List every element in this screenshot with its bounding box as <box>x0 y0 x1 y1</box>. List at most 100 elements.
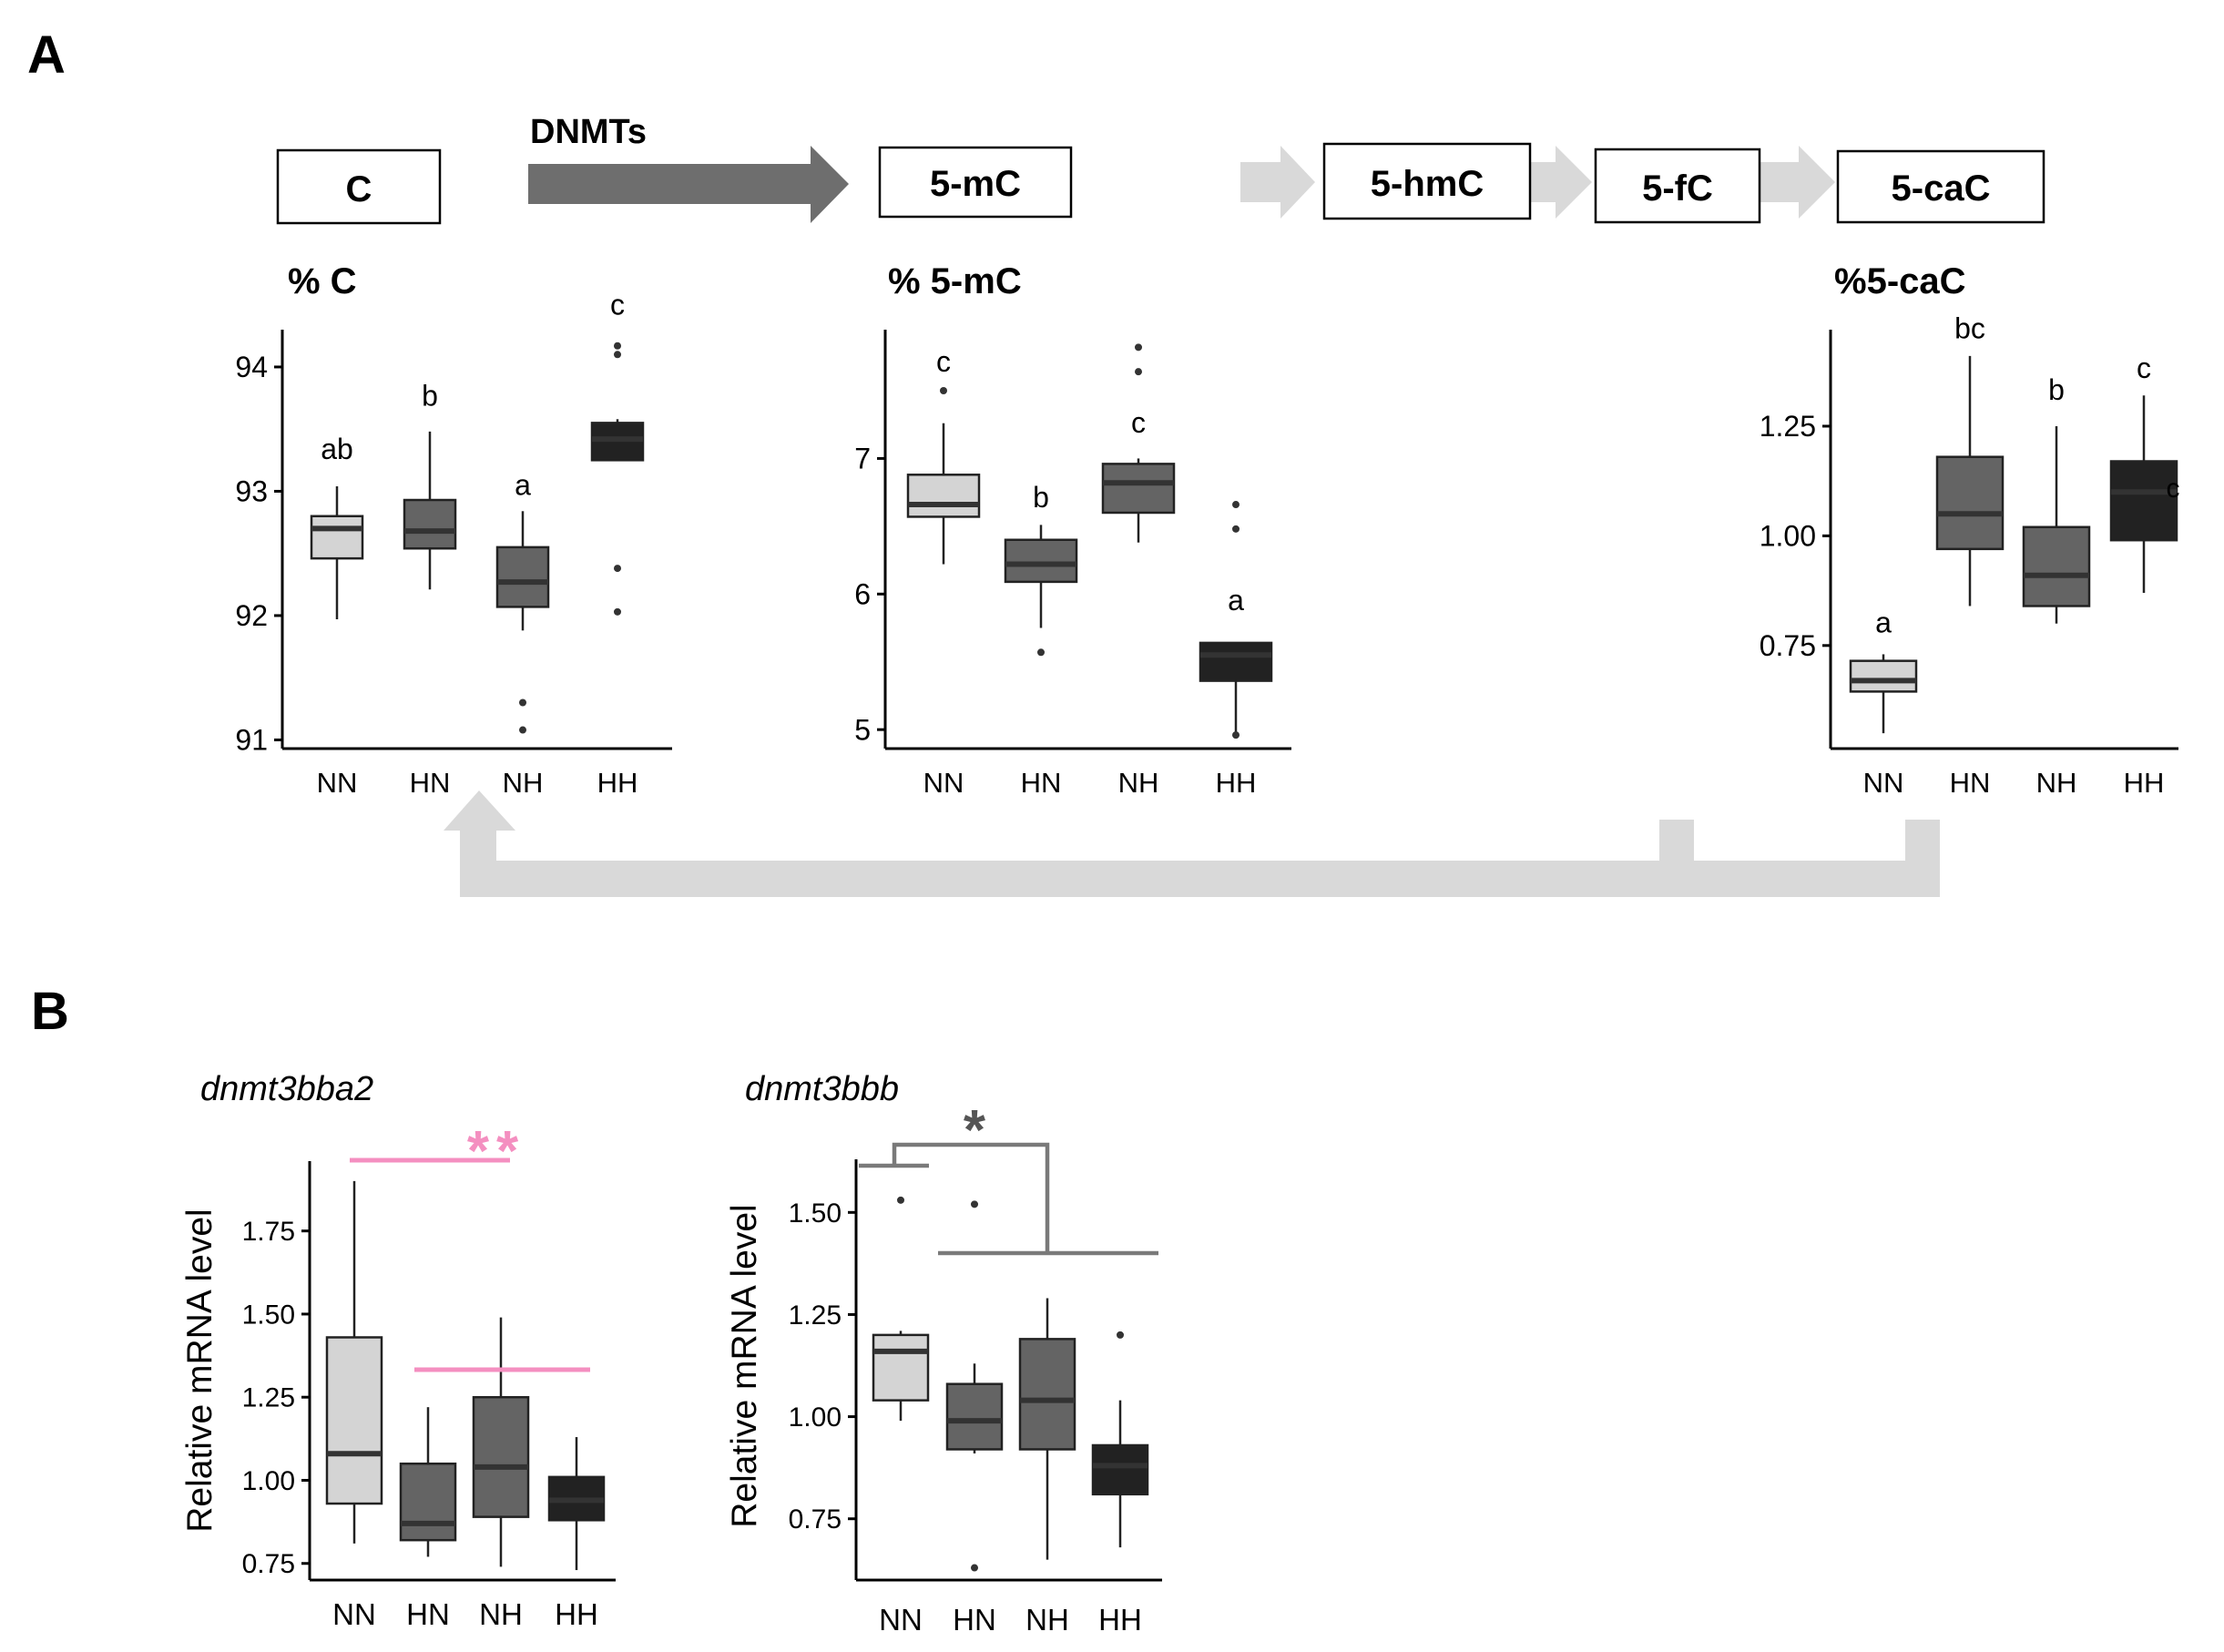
box-hh <box>1091 1443 1149 1496</box>
box-nn <box>325 1336 383 1505</box>
node-box-5mc <box>878 146 1073 219</box>
y-tick-label: 94 <box>235 351 268 383</box>
x-tick-label: HN <box>953 1603 996 1637</box>
chart-pct-c: % C 91 92 93 94 NN HN NH HH ab b a c <box>235 261 672 799</box>
significance-letter: ab <box>321 433 353 465</box>
y-tick-label: 1.00 <box>789 1402 842 1433</box>
box-nn <box>310 515 364 560</box>
dnmt-label: DNMTs <box>530 113 647 151</box>
y-tick-label: 0.75 <box>789 1504 842 1535</box>
x-tick-label: HH <box>1098 1603 1142 1637</box>
box-hh <box>1199 641 1273 682</box>
outlier-point <box>897 1196 904 1204</box>
x-tick-label: HH <box>1216 767 1257 799</box>
chart-title: dnmt3bba2 <box>200 1070 373 1108</box>
dnmt-arrow <box>528 146 849 223</box>
box-nh <box>472 1395 530 1518</box>
significance-letter: c <box>1131 406 1146 439</box>
y-tick-label: 1.50 <box>242 1300 295 1330</box>
x-tick-label: HH <box>2124 767 2165 799</box>
y-tick-label: 91 <box>235 724 268 757</box>
outlier-point <box>519 699 526 707</box>
oxidation-arrow-1 <box>1240 146 1315 219</box>
outlier-point <box>614 565 621 573</box>
significance-letter: c <box>2137 352 2151 384</box>
outlier-point <box>1232 731 1240 739</box>
y-tick-label: 1.75 <box>242 1217 295 1247</box>
y-axis-label: Relative mRNA level <box>725 1204 764 1527</box>
significance-letter: c <box>610 289 625 321</box>
significance-letter: c <box>936 345 951 378</box>
x-tick-label: NH <box>2036 767 2077 799</box>
outlier-point <box>1232 501 1240 509</box>
x-tick-label: HH <box>555 1597 598 1631</box>
significance-letter: a <box>1228 584 1244 617</box>
x-tick-label: HN <box>410 767 451 799</box>
node-label-5mc: 5-mC <box>930 164 1021 204</box>
y-tick-label: 1.00 <box>1760 520 1816 553</box>
box-nn <box>906 474 981 518</box>
sig-label-pink: ** <box>467 1120 525 1183</box>
node-box-5hmc <box>1322 142 1532 220</box>
x-tick-label: NH <box>479 1597 523 1631</box>
node-label-5fc: 5-fC <box>1642 168 1713 209</box>
significance-letter: a <box>515 469 531 502</box>
sig-bracket-main <box>892 1142 1050 1253</box>
chart-pct-5mc: % 5-mC 5 6 7 NN HN NH HH c b c a <box>854 261 1291 799</box>
significance-letter: b <box>2048 373 2065 406</box>
node-label-c: C <box>346 169 372 209</box>
node-box-c <box>276 148 442 225</box>
y-tick-label: 1.00 <box>242 1466 295 1496</box>
y-tick-label: 0.75 <box>242 1549 295 1579</box>
box-hn <box>399 1462 457 1542</box>
return-arrow <box>444 790 1940 897</box>
x-tick-label: NH <box>1025 1603 1069 1637</box>
outlier-point <box>1135 368 1142 376</box>
chart-dnmt3bbb: dnmt3bbb Relative mRNA level 0.75 1.00 1.25 1… <box>725 1070 1162 1637</box>
significance-letter: b <box>422 379 438 412</box>
outlier-point <box>1232 525 1240 533</box>
x-tick-label: NN <box>923 767 964 799</box>
sig-annotation-dnmt3bba2: ** <box>350 1120 590 1372</box>
outlier-point <box>1135 343 1142 352</box>
y-tick-label: 92 <box>235 599 268 632</box>
oxidation-arrow-2 <box>1523 146 1592 219</box>
sig-label-gray: * <box>964 1099 986 1162</box>
outlier-point <box>940 386 947 394</box>
chart-title: % C <box>288 261 357 301</box>
x-tick-label: NH <box>1118 767 1159 799</box>
node-box-5fc <box>1594 148 1761 224</box>
y-tick-label: 1.25 <box>789 1300 842 1331</box>
x-tick-label: HN <box>406 1597 450 1631</box>
outlier-point <box>971 1200 978 1208</box>
x-tick-label: HN <box>1950 767 1991 799</box>
outlier-point <box>614 607 621 616</box>
x-tick-label: NN <box>1863 767 1904 799</box>
outlier-point <box>1037 648 1045 657</box>
oxidation-arrow-3 <box>1760 146 1835 219</box>
chart-dnmt3bba2: dnmt3bba2 Relative mRNA level 0.75 1.00 1.25… <box>180 1070 616 1631</box>
box-nn <box>872 1333 930 1402</box>
panel-label-b: B <box>31 982 69 1041</box>
box-nn <box>1849 659 1918 693</box>
x-tick-label: HH <box>597 767 638 799</box>
box-nh <box>1101 463 1176 515</box>
chart-title: dnmt3bbb <box>745 1070 899 1108</box>
y-tick-label: 1.25 <box>1760 410 1816 443</box>
y-tick-label: 1.50 <box>789 1198 842 1229</box>
outlier-point <box>614 351 621 359</box>
node-label-5cac: 5-caC <box>1892 168 1991 209</box>
box-nh <box>1018 1338 1076 1451</box>
chart-title: % 5-mC <box>888 261 1022 301</box>
y-tick-label: 6 <box>854 577 871 610</box>
y-tick-label: 1.25 <box>242 1383 295 1413</box>
significance-letter: bc <box>1954 312 1985 345</box>
panel-label-a: A <box>27 25 66 85</box>
box-hn <box>945 1382 1004 1451</box>
box-hn <box>403 498 457 550</box>
y-tick-label: 5 <box>854 713 871 746</box>
x-tick-label: HN <box>1021 767 1062 799</box>
significance-letter: b <box>1033 481 1049 514</box>
